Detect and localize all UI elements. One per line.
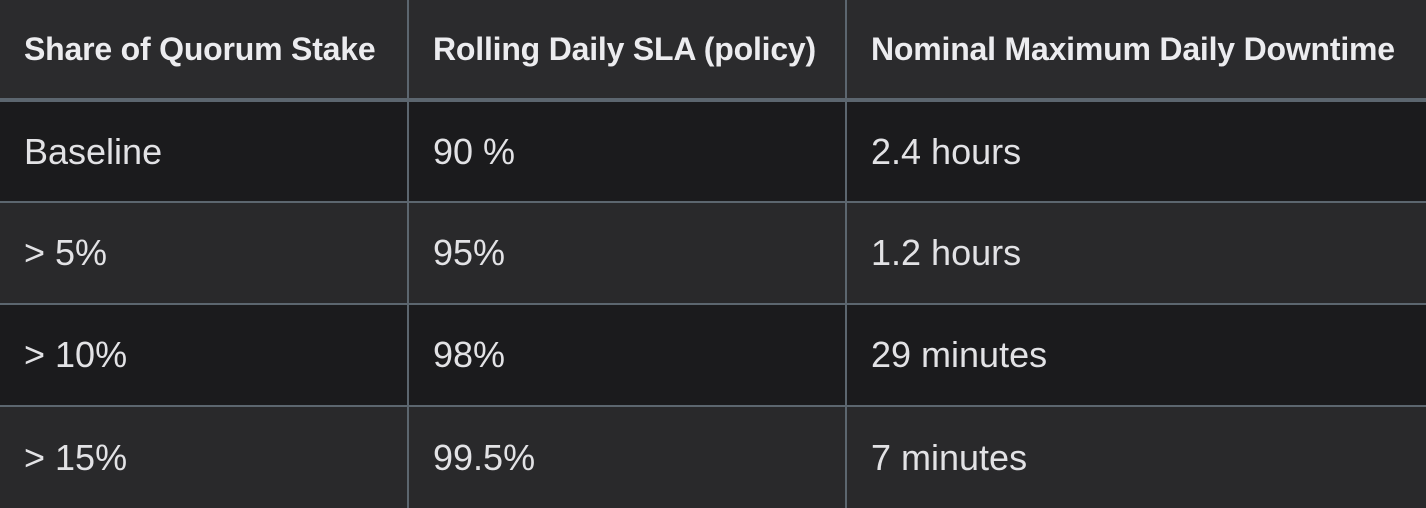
column-header-stake: Share of Quorum Stake — [0, 0, 409, 102]
cell-downtime: 7 minutes — [871, 436, 1028, 478]
cell-stake: > 5% — [0, 202, 409, 305]
table-header-row: Share of Quorum Stake Rolling Daily SLA … — [0, 0, 1426, 102]
cell-stake: > 15% — [0, 406, 409, 508]
cell-downtime: 2.4 hours — [846, 100, 1426, 203]
table-row: > 10% 98% 29 minutes — [0, 304, 1426, 407]
cell-sla: 98% — [408, 304, 847, 407]
table-row: Baseline 90 % 2.4 hours — [0, 100, 1426, 203]
cell-sla: 90 % — [408, 100, 847, 203]
cell-sla: 99.5% — [408, 406, 847, 508]
table-row: > 15% 99.5% 7 minutes — [0, 406, 1426, 508]
table-body: Baseline 90 % 2.4 hours > 5% 95% 1.2 hou… — [0, 100, 1426, 508]
cell-stake: > 10% — [0, 304, 409, 407]
cell-downtime: 29 minutes — [846, 304, 1426, 407]
column-header-downtime: Nominal Maximum Daily Downtime — [846, 0, 1426, 102]
table-row: > 5% 95% 1.2 hours — [0, 202, 1426, 305]
cell-sla: 95% — [408, 202, 847, 305]
cell-stake: Baseline — [0, 100, 409, 203]
cell-downtime: 1.2 hours — [846, 202, 1426, 305]
column-header-sla: Rolling Daily SLA (policy) — [408, 0, 847, 102]
